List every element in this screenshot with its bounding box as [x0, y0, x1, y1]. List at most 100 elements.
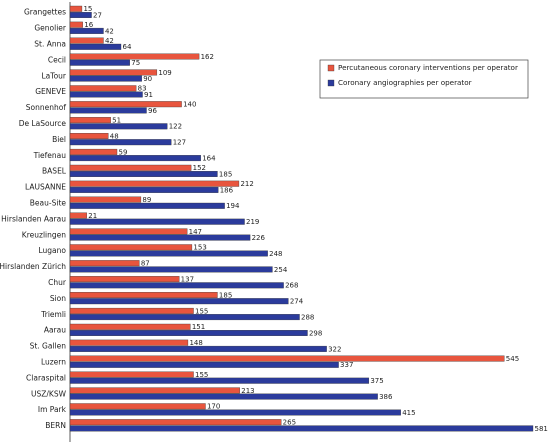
category-label: Biel [52, 135, 66, 144]
data-label: 147 [189, 228, 202, 236]
data-label: 415 [402, 409, 415, 417]
pci-bar [69, 244, 193, 251]
category-label: BERN [45, 421, 66, 430]
angiography-bar [69, 27, 104, 34]
angiography-bar [69, 171, 218, 177]
data-label: 194 [226, 202, 240, 210]
data-label: 27 [93, 11, 102, 19]
data-label: 83 [138, 85, 147, 93]
data-label: 186 [220, 186, 234, 194]
angiography-bar [69, 59, 130, 66]
data-label: 152 [193, 164, 206, 172]
data-label: 151 [192, 323, 205, 331]
category-label: Claraspital [26, 373, 66, 382]
data-label: 274 [290, 298, 304, 306]
data-label: 288 [301, 314, 314, 322]
pci-bar [69, 5, 83, 12]
data-label: 322 [328, 345, 341, 353]
data-label: 75 [131, 59, 140, 67]
category-label: St. Anna [34, 40, 66, 49]
data-label: 137 [181, 276, 194, 284]
data-label: 127 [173, 139, 186, 147]
pci-bar [69, 339, 189, 346]
angiography-bar [69, 377, 370, 384]
category-label: Sion [50, 294, 66, 303]
category-label: BASEL [42, 167, 67, 176]
angiography-bar [69, 123, 168, 130]
category-label: Triemli [40, 310, 66, 319]
data-label: 545 [506, 355, 519, 363]
category-label: LaTour [41, 71, 66, 80]
category-label: Hirslanden Aarau [1, 214, 66, 223]
pci-bar [69, 69, 158, 76]
data-label: 268 [285, 282, 298, 290]
category-label: Genolier [34, 24, 67, 33]
data-label: 155 [195, 307, 208, 315]
pci-bar [69, 228, 188, 235]
angiography-bar [69, 218, 245, 225]
angiography-bar [69, 91, 143, 98]
data-label: 298 [309, 329, 322, 337]
angiography-bar [69, 107, 147, 114]
data-label: 213 [241, 387, 254, 395]
data-label: 581 [535, 425, 548, 433]
category-label: Cecil [48, 55, 66, 64]
category-label: Beau-Site [30, 199, 67, 208]
category-label: Aarau [44, 326, 66, 335]
data-label: 265 [283, 419, 296, 427]
category-label: De LaSource [19, 119, 67, 128]
angiography-bar [69, 409, 401, 416]
category-label: Kreuzlingen [22, 230, 66, 239]
category-label: St. Gallen [30, 342, 67, 351]
angiography-bar [69, 361, 339, 368]
data-label: 48 [110, 132, 119, 140]
angiography-bar [69, 43, 122, 50]
category-label: Sonnenhof [26, 103, 67, 112]
angiography-bar [69, 314, 300, 321]
data-label: 90 [143, 75, 152, 83]
data-label: 51 [112, 117, 121, 125]
pci-bar [69, 53, 200, 60]
data-label: 59 [119, 148, 128, 156]
angiography-bar [69, 250, 268, 257]
angiography-bar [69, 12, 92, 18]
data-label: 89 [142, 196, 151, 204]
pci-bar [69, 307, 194, 314]
data-label: 148 [189, 339, 202, 347]
data-label: 42 [105, 27, 114, 35]
data-label: 21 [88, 212, 97, 220]
pci-bar [69, 37, 104, 44]
data-label: 386 [379, 393, 393, 401]
pci-bar [69, 371, 194, 378]
category-label: Chur [48, 278, 67, 287]
legend-swatch [327, 79, 335, 87]
data-label: 212 [240, 180, 253, 188]
pci-bar [69, 419, 282, 426]
pci-bar [69, 180, 240, 187]
data-label: 87 [141, 260, 150, 268]
angiography-bar [69, 186, 219, 193]
data-label: 375 [370, 377, 383, 385]
category-label: LAUSANNE [25, 183, 66, 192]
data-label: 162 [201, 53, 214, 61]
pci-bar [69, 164, 192, 171]
angiography-bar [69, 75, 142, 82]
pci-bar [69, 355, 505, 362]
angiography-bar [69, 155, 201, 162]
data-label: 219 [246, 218, 259, 226]
category-label: Im Park [38, 405, 67, 414]
category-label: Lugano [39, 246, 67, 255]
data-label: 122 [169, 123, 182, 131]
category-label: GENEVE [35, 87, 66, 96]
pci-bar [69, 212, 87, 219]
pci-bar [69, 403, 206, 410]
angiography-bar [69, 202, 225, 209]
data-label: 16 [84, 21, 93, 29]
data-label: 42 [105, 37, 114, 45]
pci-bar [69, 387, 240, 394]
angiography-bar [69, 234, 251, 241]
data-label: 226 [252, 234, 266, 242]
pci-bar [69, 148, 118, 155]
data-label: 254 [274, 266, 288, 274]
